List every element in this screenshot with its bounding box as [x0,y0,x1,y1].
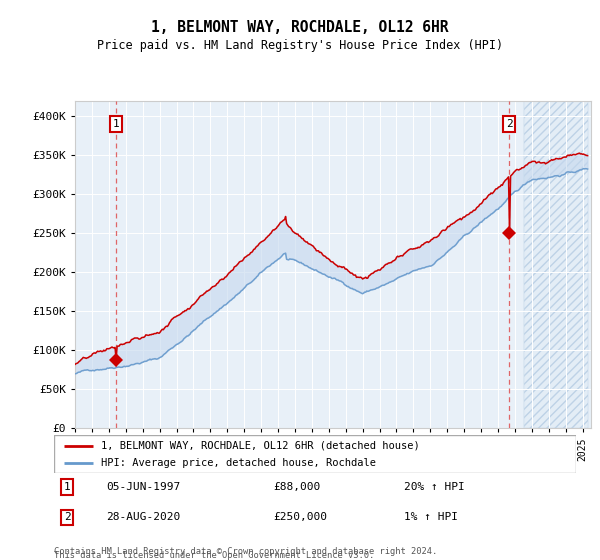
Text: 20% ↑ HPI: 20% ↑ HPI [404,482,464,492]
Text: Price paid vs. HM Land Registry's House Price Index (HPI): Price paid vs. HM Land Registry's House … [97,39,503,52]
Text: 1: 1 [64,482,70,492]
Text: £88,000: £88,000 [273,482,320,492]
Text: 2: 2 [64,512,70,522]
Text: 05-JUN-1997: 05-JUN-1997 [106,482,181,492]
Text: 1, BELMONT WAY, ROCHDALE, OL12 6HR: 1, BELMONT WAY, ROCHDALE, OL12 6HR [151,20,449,35]
Text: 2: 2 [506,119,512,129]
Text: HPI: Average price, detached house, Rochdale: HPI: Average price, detached house, Roch… [101,458,376,468]
Text: This data is licensed under the Open Government Licence v3.0.: This data is licensed under the Open Gov… [54,551,374,560]
Text: 28-AUG-2020: 28-AUG-2020 [106,512,181,522]
Text: 1% ↑ HPI: 1% ↑ HPI [404,512,458,522]
Text: £250,000: £250,000 [273,512,327,522]
Text: 1: 1 [113,119,119,129]
FancyBboxPatch shape [54,435,576,473]
Text: Contains HM Land Registry data © Crown copyright and database right 2024.: Contains HM Land Registry data © Crown c… [54,547,437,556]
Text: 1, BELMONT WAY, ROCHDALE, OL12 6HR (detached house): 1, BELMONT WAY, ROCHDALE, OL12 6HR (deta… [101,441,420,451]
